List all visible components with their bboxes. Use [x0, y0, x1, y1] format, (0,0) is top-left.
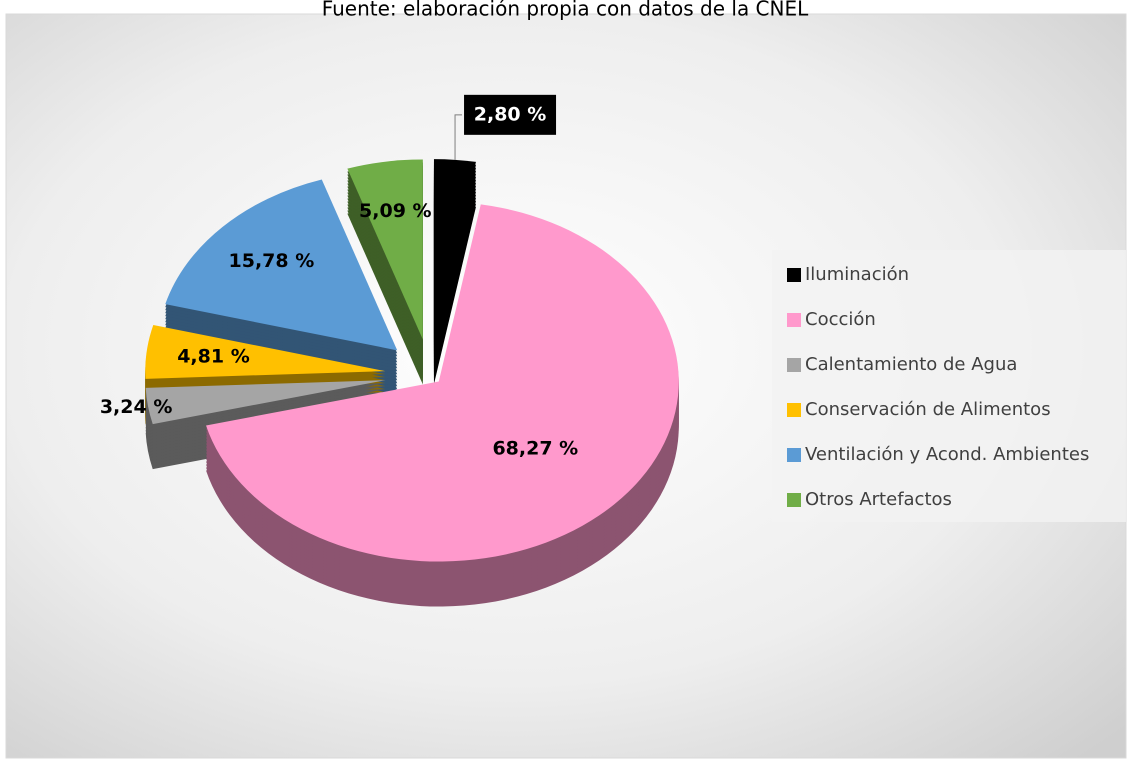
- legend-swatch: [787, 313, 801, 327]
- slice: [206, 204, 679, 562]
- slice: [433, 159, 476, 340]
- data-label: 68,27 %: [492, 438, 578, 460]
- legend-label: Conservación de Alimentos: [805, 399, 1051, 420]
- slice: [145, 380, 386, 425]
- legend-label: Calentamiento de Agua: [805, 354, 1017, 375]
- chart-title: Fuente: elaboración propia con datos de …: [322, 0, 809, 21]
- data-label: 2,80 %: [474, 103, 547, 125]
- legend-label: Cocción: [805, 309, 876, 330]
- legend-box: [772, 250, 1126, 522]
- data-label: 5,09 %: [359, 200, 432, 222]
- slice: [145, 324, 386, 379]
- data-label: 4,81 %: [177, 346, 250, 368]
- legend-swatch: [787, 448, 801, 462]
- slice: [165, 179, 398, 351]
- legend-label: Otros Artefactos: [805, 489, 952, 510]
- leader-line: [454, 114, 463, 160]
- slice: [347, 159, 423, 340]
- legend-swatch: [787, 403, 801, 417]
- legend-swatch: [787, 493, 801, 507]
- legend-label: Iluminación: [805, 264, 909, 285]
- legend-swatch: [787, 268, 801, 282]
- data-label: 3,24 %: [100, 396, 173, 418]
- label-box: [464, 94, 557, 135]
- legend-label: Ventilación y Acond. Ambientes: [805, 444, 1089, 465]
- data-label: 15,78 %: [229, 250, 315, 272]
- legend-swatch: [787, 358, 801, 372]
